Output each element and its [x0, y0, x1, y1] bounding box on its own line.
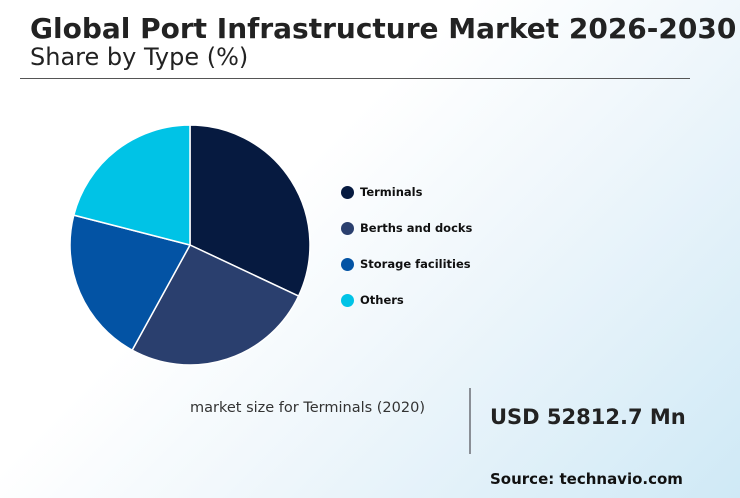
legend-swatch [341, 185, 354, 199]
market-size-value: USD 52812.7 Mn [490, 405, 686, 429]
legend-label: Others [360, 293, 404, 307]
source-credit: Source: technavio.com [490, 470, 683, 488]
legend-label: Terminals [360, 185, 423, 199]
legend-item: Storage facilities [341, 246, 472, 282]
pie-slice-others [72, 124, 191, 246]
chart-title: Global Port Infrastructure Market 2026-2… [30, 12, 737, 45]
pie-slice-storage-facilities [69, 214, 192, 352]
legend-swatch [341, 221, 354, 235]
legend-label: Storage facilities [360, 257, 471, 271]
legend-item: Others [341, 282, 472, 318]
chart-subtitle: Share by Type (%) [30, 43, 249, 71]
legend-item: Terminals [341, 174, 472, 210]
pie-slice-terminals [189, 124, 311, 298]
title-divider [20, 78, 690, 79]
legend-item: Berths and docks [341, 210, 472, 246]
stat-divider [469, 388, 471, 454]
pie-chart [69, 124, 311, 366]
market-size-caption: market size for Terminals (2020) [190, 400, 425, 416]
chart-legend: Terminals Berths and docks Storage facilit… [341, 174, 472, 318]
legend-label: Berths and docks [360, 221, 473, 235]
legend-swatch [341, 257, 354, 271]
legend-swatch [341, 293, 354, 307]
